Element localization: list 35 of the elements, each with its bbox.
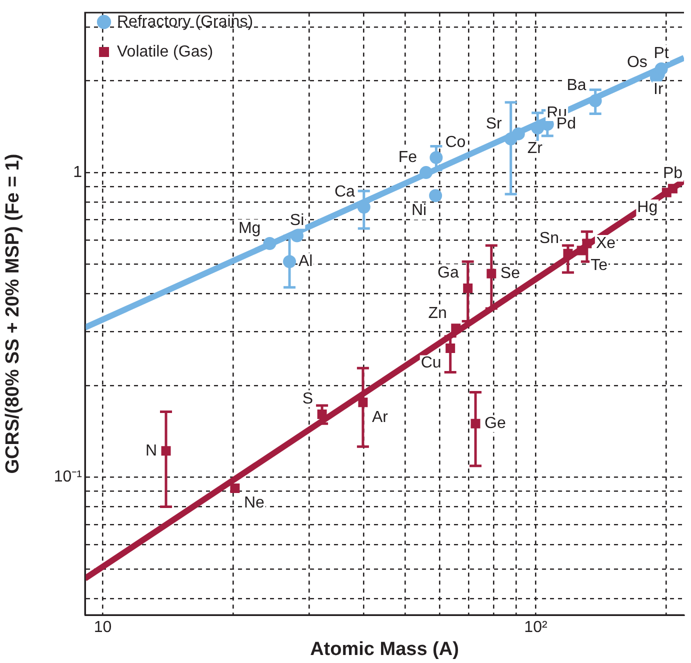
annotation: Ar bbox=[372, 408, 389, 426]
annotation: Sr bbox=[486, 115, 503, 132]
annotation: Xe bbox=[596, 234, 616, 252]
annotation: Te bbox=[590, 256, 608, 274]
x-tick-label: 10² bbox=[524, 619, 548, 636]
legend-label: Refractory (Grains) bbox=[117, 13, 254, 30]
y-tick-label: 10⁻¹ bbox=[54, 468, 82, 486]
annotation: Hg bbox=[637, 198, 658, 216]
annotation: Ga bbox=[438, 264, 459, 282]
annotation: N bbox=[145, 442, 158, 460]
annotation: Se bbox=[500, 265, 520, 282]
annotation: Co bbox=[445, 134, 466, 151]
annotation: Zr bbox=[527, 140, 544, 158]
annotation: S bbox=[302, 390, 314, 408]
annotation: Ne bbox=[244, 494, 265, 512]
annotation: Sn bbox=[539, 230, 559, 248]
y-tick-label: 1 bbox=[73, 164, 82, 181]
annotation: Al bbox=[298, 253, 313, 270]
x-axis-title: Atomic Mass (A) bbox=[310, 638, 459, 660]
annotation: Ge bbox=[484, 414, 506, 432]
annotation: Ir bbox=[654, 80, 664, 98]
annotation: Fe bbox=[398, 148, 418, 166]
x-tick-label: 10 bbox=[94, 619, 112, 636]
annotation: Cu bbox=[420, 354, 442, 372]
legend-label: Volatile (Gas) bbox=[117, 43, 214, 60]
annotation: Ca bbox=[334, 184, 355, 201]
annotation: Pt bbox=[654, 45, 670, 62]
annotation: Pb bbox=[662, 164, 683, 182]
annotation: Ba bbox=[566, 77, 586, 94]
annotation: Os bbox=[626, 54, 648, 71]
annotation: Zn bbox=[428, 304, 447, 322]
y-axis-title: GCRS/(80% SS + 20% MSP) (Fe = 1) bbox=[2, 154, 24, 474]
annotation: Mg bbox=[238, 220, 261, 237]
annotation: Si bbox=[290, 212, 304, 230]
annotation: Ni bbox=[411, 202, 427, 220]
